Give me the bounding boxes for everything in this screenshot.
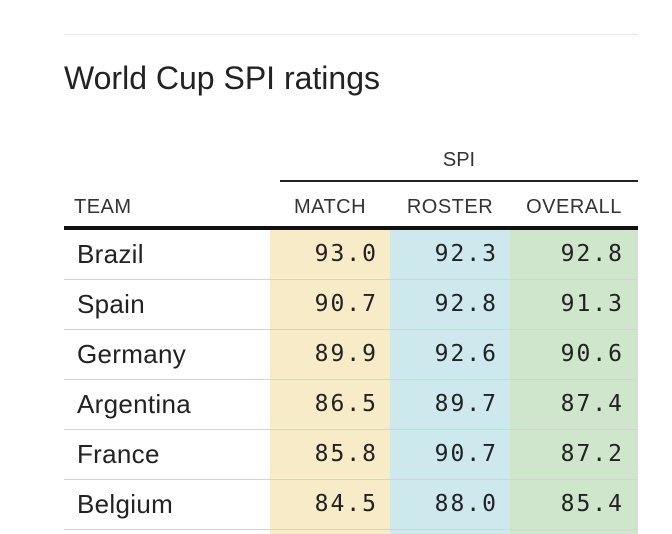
team-name: Belgium <box>77 489 174 519</box>
header-divider <box>64 226 638 230</box>
team-name: Brazil <box>77 239 144 269</box>
table-row: Argentina 86.5 89.7 87.4 <box>64 380 638 430</box>
roster-rating: 89.7 <box>434 391 498 417</box>
match-rating: 90.7 <box>314 291 378 317</box>
spi-group-label: SPI <box>442 149 476 171</box>
team-name: Spain <box>77 289 145 319</box>
overall-rating: 91.3 <box>560 291 624 317</box>
team-name: Germany <box>77 339 187 369</box>
overall-rating: 92.8 <box>560 241 624 267</box>
match-rating: 84.5 <box>314 491 378 517</box>
roster-rating: 92.8 <box>434 291 498 317</box>
match-rating: 93.0 <box>314 241 378 267</box>
roster-column-shading <box>390 230 510 534</box>
spi-group-header: SPI <box>280 146 638 182</box>
roster-rating: 92.6 <box>434 341 498 367</box>
table-row: France 85.8 90.7 87.2 <box>64 430 638 480</box>
match-rating: 89.9 <box>314 341 378 367</box>
column-header-team: TEAM <box>74 196 132 218</box>
team-name: Argentina <box>77 389 191 419</box>
column-header-match: MATCH <box>293 196 367 218</box>
column-header-roster: ROSTER <box>406 196 494 218</box>
overall-rating: 87.4 <box>560 391 624 417</box>
table-row: Brazil 93.0 92.3 92.8 <box>64 230 638 280</box>
match-column-shading <box>270 230 390 534</box>
page-title: World Cup SPI ratings <box>64 60 380 96</box>
overall-rating: 85.4 <box>560 491 624 517</box>
table-header: TEAM MATCH ROSTER OVERALL <box>64 190 638 226</box>
top-divider <box>64 34 638 35</box>
team-name: France <box>77 439 160 469</box>
match-rating: 86.5 <box>314 391 378 417</box>
column-header-overall: OVERALL <box>526 196 622 218</box>
match-rating: 85.8 <box>314 441 378 467</box>
roster-rating: 88.0 <box>434 491 498 517</box>
roster-rating: 90.7 <box>434 441 498 467</box>
table-row: Germany 89.9 92.6 90.6 <box>64 330 638 380</box>
table-row: Spain 90.7 92.8 91.3 <box>64 280 638 330</box>
overall-column-shading <box>510 230 638 534</box>
roster-rating: 92.3 <box>434 241 498 267</box>
overall-rating: 87.2 <box>560 441 624 467</box>
table-body: Brazil 93.0 92.3 92.8 Spain 90.7 92.8 91… <box>64 230 638 530</box>
table-row: Belgium 84.5 88.0 85.4 <box>64 480 638 530</box>
overall-rating: 90.6 <box>560 341 624 367</box>
